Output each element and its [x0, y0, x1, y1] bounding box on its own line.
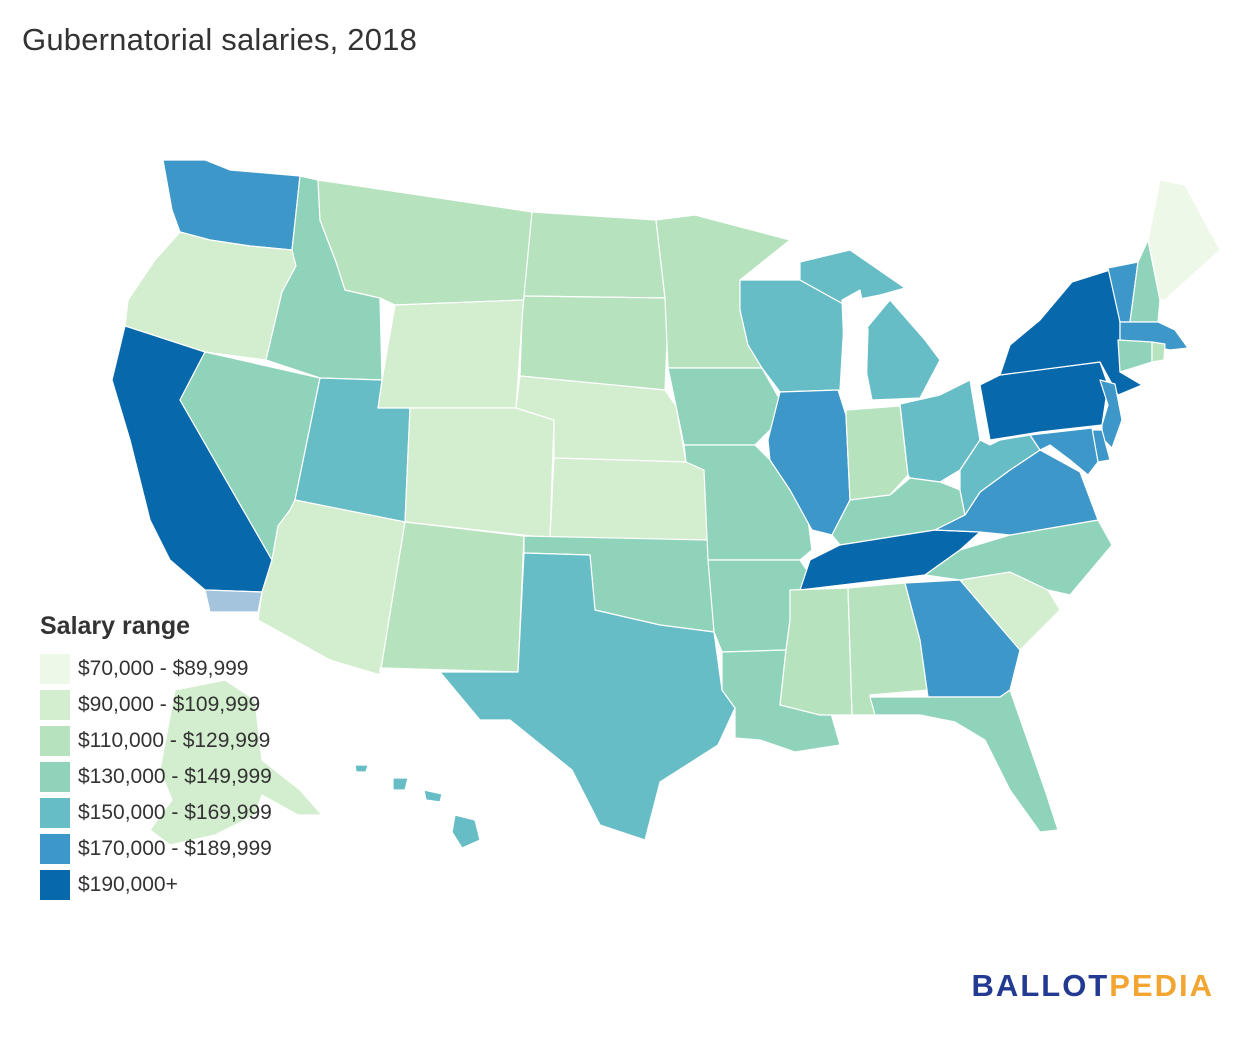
state-ct[interactable] — [1117, 339, 1153, 373]
legend-swatch — [40, 798, 70, 828]
legend-label: $90,000 - $109,999 — [78, 693, 261, 716]
legend-item: $110,000 - $129,999 — [40, 723, 272, 759]
legend-label: $190,000+ — [78, 873, 178, 896]
map-title: Gubernatorial salaries, 2018 — [22, 22, 418, 57]
state-ri[interactable] — [1151, 341, 1166, 363]
state-md[interactable] — [1029, 427, 1099, 476]
state-ak[interactable] — [149, 679, 323, 846]
state-nd[interactable] — [523, 211, 666, 299]
border-region — [204, 589, 263, 613]
state-hi[interactable] — [354, 764, 481, 849]
legend-label: $70,000 - $89,999 — [78, 657, 249, 680]
state-sd[interactable] — [519, 295, 669, 391]
state-mo[interactable] — [683, 444, 813, 561]
state-ks[interactable] — [549, 457, 709, 541]
lake-michigan — [841, 289, 869, 399]
legend-label: $150,000 - $169,999 — [78, 801, 272, 824]
legend-label: $110,000 - $129,999 — [78, 729, 271, 752]
logo-text-ballot: BALLOT — [971, 968, 1110, 1003]
legend-label: $170,000 - $189,999 — [78, 837, 272, 860]
legend-swatch — [40, 726, 70, 756]
state-ia[interactable] — [667, 367, 781, 446]
legend-label: $130,000 - $149,999 — [78, 765, 272, 788]
state-fl[interactable] — [869, 689, 1059, 833]
legend-swatch — [40, 834, 70, 864]
state-nc[interactable] — [924, 519, 1113, 596]
state-tx[interactable] — [439, 552, 736, 841]
state-mt[interactable] — [317, 179, 533, 306]
state-nh[interactable] — [1129, 239, 1161, 323]
legend-item: $90,000 - $109,999 — [40, 687, 272, 723]
legend-item: $130,000 - $149,999 — [40, 759, 272, 795]
legend-swatch — [40, 690, 70, 720]
state-in[interactable] — [845, 405, 909, 501]
legend-item: $190,000+ — [40, 867, 272, 903]
map-legend: Salary range $70,000 - $89,999 $90,000 -… — [40, 612, 272, 903]
legend-swatch — [40, 870, 70, 900]
state-tn[interactable] — [799, 529, 981, 591]
legend-swatch — [40, 762, 70, 792]
legend-item: $170,000 - $189,999 — [40, 831, 272, 867]
state-me[interactable] — [1147, 179, 1221, 301]
state-wy[interactable] — [377, 299, 525, 409]
state-nj[interactable] — [1099, 379, 1123, 449]
legend-title: Salary range — [40, 612, 191, 640]
logo-text-pedia: PEDIA — [1109, 968, 1214, 1003]
state-co[interactable] — [404, 407, 555, 539]
ballotpedia-logo[interactable]: BALLOTPEDIA — [972, 968, 1214, 1004]
legend-item: $70,000 - $89,999 — [40, 651, 272, 687]
state-nm[interactable] — [379, 521, 525, 676]
state-ms[interactable] — [779, 587, 853, 716]
legend-swatch — [40, 654, 70, 684]
state-az[interactable] — [257, 499, 406, 676]
state-il[interactable] — [767, 389, 851, 536]
legend-item: $150,000 - $169,999 — [40, 795, 272, 831]
